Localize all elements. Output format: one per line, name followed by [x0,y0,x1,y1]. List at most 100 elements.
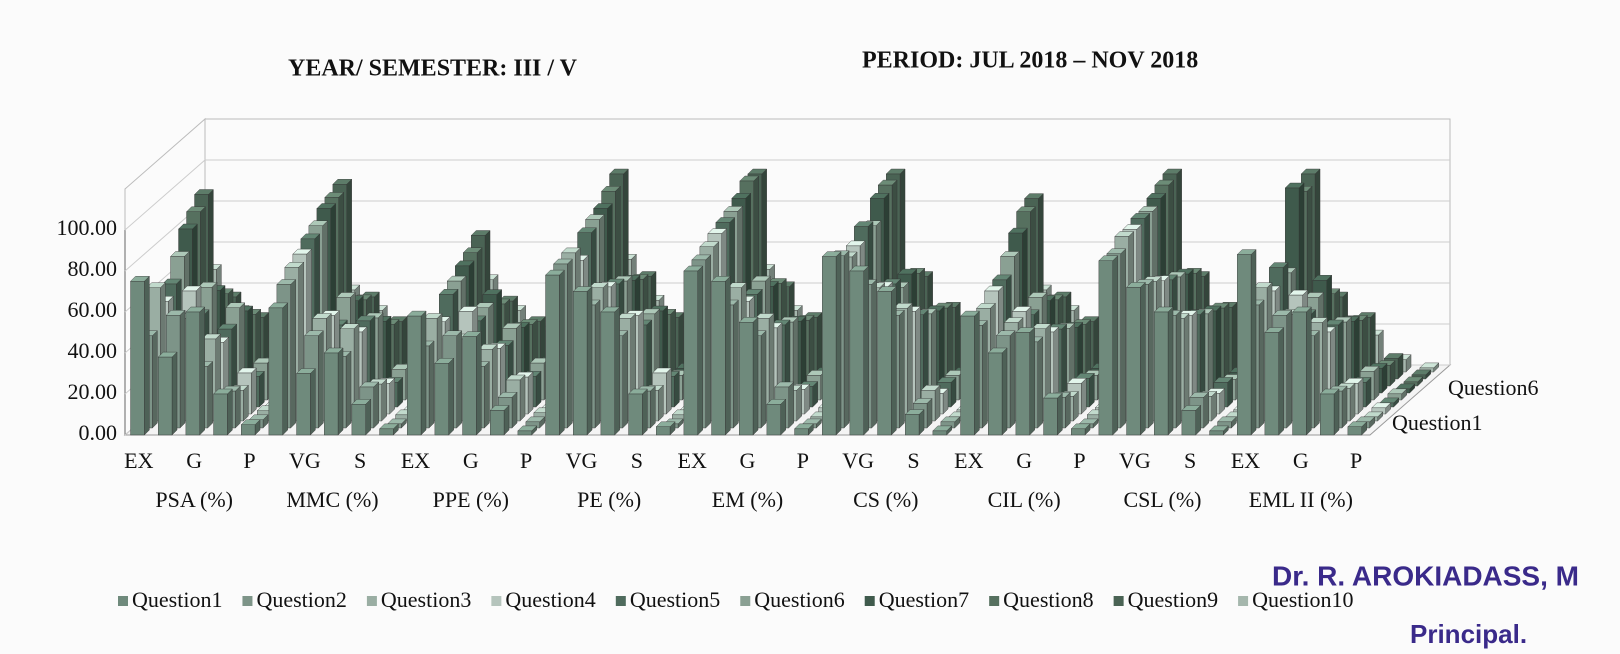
bar-side [476,331,482,436]
legend-label: Question8 [1003,587,1093,612]
bar-side [1203,391,1209,429]
bar [1126,287,1141,436]
bar-side [666,367,672,415]
bar [545,274,560,436]
y-tick-label: 0.00 [79,420,118,445]
bar-side [251,367,257,415]
bar-side [456,330,462,429]
bar-side [484,361,490,429]
bar [407,315,422,436]
bar-side [448,357,454,436]
bar-side [586,286,593,436]
bar [849,270,864,436]
bar-side [934,384,941,422]
bar [1236,254,1252,436]
x-tick-label: EX [1231,448,1260,473]
x-tick-label: S [907,448,919,473]
bar-side [658,384,664,422]
bar-side [1314,330,1320,429]
bar [1153,311,1169,436]
bar-side [1089,372,1095,408]
bar-side [705,254,711,429]
bar [1209,430,1224,436]
x-tick-label: EX [124,448,153,473]
legend-label: Question4 [505,587,595,612]
bar [600,311,615,436]
bar-side [899,309,905,429]
bar-side [915,306,921,415]
legend-label: Question10 [1252,587,1353,612]
bar-side [428,340,435,429]
bar-side [982,320,988,429]
bar [711,281,726,436]
bar-side [519,374,526,422]
bar-side [567,258,573,429]
bar-side [614,306,620,436]
bar [490,410,505,436]
bar-side [152,330,158,429]
bar-side [527,371,534,415]
bar-side [843,250,850,429]
bar [462,336,477,436]
bar [656,426,671,436]
bar-side [733,299,739,429]
y-tick-label: 60.00 [68,297,118,322]
depth-label: Question1 [1392,410,1482,435]
x-tick-label: S [354,448,366,473]
x-tick-label: G [740,448,756,473]
x-tick-label: EX [401,448,430,473]
bar [268,307,283,436]
bar-side [796,384,802,422]
bar [1098,260,1113,436]
bar [683,270,698,436]
x-tick-label: P [520,448,532,473]
x-tick-label: P [243,448,255,473]
bar [794,428,809,436]
bar-side [1029,327,1035,436]
legend-label: Question9 [1128,587,1218,612]
legend-swatch [491,596,502,606]
group-label: PE (%) [577,487,641,512]
legend-swatch [366,596,377,606]
bar [988,352,1003,436]
bar [1043,397,1058,436]
bar [1319,393,1335,436]
x-tick-label: EX [678,448,707,473]
group-label: MMC (%) [286,487,378,512]
bar [130,281,145,436]
depth-label: Question6 [1448,375,1538,400]
y-tick-label: 40.00 [68,338,118,363]
x-tick-label: P [1350,448,1362,473]
bar-side [1148,279,1154,429]
legend-label: Question1 [132,587,222,612]
bar [185,311,200,436]
y-tick-label: 20.00 [68,379,118,404]
bar-side [1037,336,1043,429]
bar [351,404,366,436]
group-label: PPE (%) [433,487,509,512]
bar-side [282,302,288,436]
bar-side [179,309,186,429]
bar-side [760,330,767,429]
bar-side [310,368,316,436]
bar-side [345,350,352,429]
bar-side [1349,382,1356,422]
bar-side [1175,309,1182,429]
bar-side [725,275,731,436]
bar-side [1207,308,1214,401]
bar-side [337,347,344,436]
bar-side [420,310,427,436]
group-label: EML II (%) [1249,487,1353,512]
bar-side [259,370,265,408]
bar-side [171,351,178,436]
bar-side [1001,347,1008,436]
chart-subtitle: PERIOD: JUL 2018 – NOV 2018 [862,48,1198,74]
bar-side [144,275,150,436]
bar-side [535,370,542,408]
bar-side [835,251,842,436]
bar-side [780,398,786,436]
x-tick-label: G [1293,448,1309,473]
bar-side [243,384,249,422]
bar-side [373,381,379,429]
